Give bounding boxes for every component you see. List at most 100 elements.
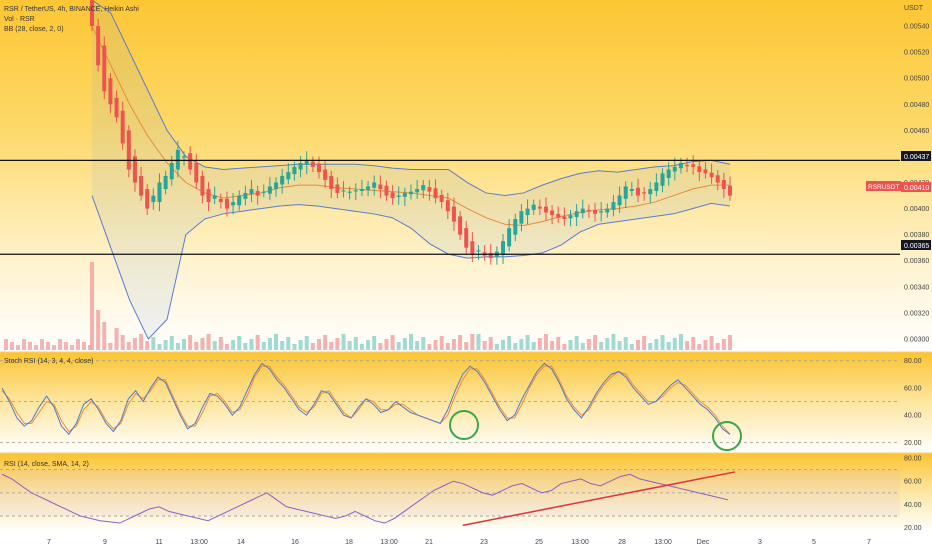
volume-bar: [427, 344, 432, 350]
rsi-tick-label: 40.00: [904, 502, 922, 509]
volume-bar: [445, 343, 450, 350]
candle-body: [611, 202, 616, 210]
time-tick-label: 16: [291, 539, 299, 546]
volume-bar: [678, 334, 683, 350]
volume-bar: [298, 340, 303, 350]
volume-bar: [58, 339, 62, 350]
horizontal-levels[interactable]: [0, 159, 900, 255]
rsi-legend[interactable]: RSI (14, close, SMA, 14, 2): [4, 461, 89, 468]
price-tag-lower-bg: [901, 240, 931, 250]
rsi-tick-label: 80.00: [904, 456, 922, 463]
volume-bar: [703, 340, 708, 350]
bb-lower-line: [91, 195, 731, 340]
time-tick-label: 13:00: [654, 539, 672, 546]
volume-bar: [433, 340, 438, 350]
volume-bar: [145, 341, 150, 350]
volume-bar: [157, 344, 162, 350]
candle-body: [728, 185, 732, 196]
candle-body: [660, 173, 665, 186]
candle-body: [114, 97, 119, 118]
candle-body: [243, 192, 248, 199]
candle-body: [329, 176, 334, 190]
volume-bar: [556, 337, 561, 350]
bb-legend[interactable]: BB (28, close, 2, 0): [4, 26, 64, 33]
volume-bar: [274, 334, 279, 350]
stoch-legend[interactable]: Stoch RSI (14, 3, 4, 4, close): [4, 358, 94, 365]
volume-legend[interactable]: Vol · RSR: [4, 16, 35, 23]
stoch-tick-label: 20.00: [904, 440, 922, 447]
candle-body: [586, 209, 591, 212]
candle-body: [347, 191, 352, 193]
candle-body: [139, 176, 144, 196]
candle-body: [464, 228, 469, 248]
candle-body: [629, 189, 634, 191]
volume-bar: [543, 334, 548, 350]
stoch-axis[interactable]: 80.00 60.00 40.00 20.00: [904, 358, 922, 447]
volume-bar: [82, 342, 86, 350]
main-legend-title[interactable]: RSR / TetherUS, 4h, BINANCE, Heikin Ashi: [4, 6, 139, 13]
volume-bar: [120, 335, 125, 350]
candle-body: [274, 182, 279, 190]
candle-body: [200, 176, 205, 196]
volume-bar: [163, 340, 168, 350]
candle-body: [635, 187, 640, 196]
volume-bar: [501, 340, 506, 350]
candle-body: [599, 211, 604, 213]
volume-bar: [182, 339, 187, 350]
rsi-axis[interactable]: 80.00 60.00 40.00 20.00: [904, 456, 922, 533]
volume-bar: [513, 343, 518, 350]
candle-body: [163, 176, 168, 190]
stoch-pane-bg: [0, 352, 932, 453]
stoch-k-line: [1, 362, 731, 436]
rsi-trendline[interactable]: [462, 471, 736, 527]
candle-body: [218, 198, 223, 203]
volume-bar: [415, 341, 420, 350]
volume-bar: [476, 334, 481, 350]
candle-body: [310, 161, 315, 167]
candle-body: [568, 215, 573, 219]
candle-body: [543, 206, 548, 213]
volume-bar: [267, 338, 272, 350]
candle-body: [488, 252, 493, 259]
candle-body: [335, 184, 340, 193]
symbol-tag-text: RSRUSDT: [868, 184, 899, 191]
volume-bar: [642, 336, 647, 350]
volume-bar: [34, 345, 38, 350]
volume-bar: [310, 343, 315, 350]
candle-body: [605, 208, 610, 213]
time-tick-label: 9: [103, 539, 107, 546]
volume-bar: [525, 335, 530, 350]
candle-body: [642, 192, 647, 194]
volume-bar: [488, 337, 493, 350]
time-tick-label: 18: [345, 539, 353, 546]
candle-body: [409, 191, 413, 195]
time-tick-label: 14: [237, 539, 245, 546]
candle-body: [212, 195, 217, 199]
candle-body: [224, 198, 229, 209]
volume-bar: [329, 342, 334, 350]
volume-bar: [599, 342, 604, 350]
stoch-tick-label: 60.00: [904, 385, 922, 392]
time-tick-label: 25: [535, 539, 543, 546]
volume-bar: [421, 337, 426, 350]
candle-body: [666, 169, 671, 178]
annotation-circle-2[interactable]: [712, 421, 742, 451]
volume-bar: [237, 336, 242, 350]
candle-body: [280, 176, 285, 185]
time-axis[interactable]: 7 9 11 13:00 14 16 18 13:00 21 23 25 13:00 28 13:00 De…: [47, 539, 871, 546]
stoch-tick-label: 40.00: [904, 413, 922, 420]
annotation-circle-1[interactable]: [449, 410, 479, 440]
candle-body: [341, 190, 346, 192]
volume-bar: [366, 340, 371, 350]
volume-bar: [562, 344, 567, 350]
candle-body: [396, 195, 401, 197]
volume-bar: [697, 344, 702, 350]
volume-bar: [40, 339, 44, 350]
candle-body: [574, 211, 579, 218]
candle-body: [593, 209, 598, 214]
volume-bar: [175, 343, 180, 350]
candle-body: [476, 250, 481, 252]
candle-body: [537, 206, 542, 209]
